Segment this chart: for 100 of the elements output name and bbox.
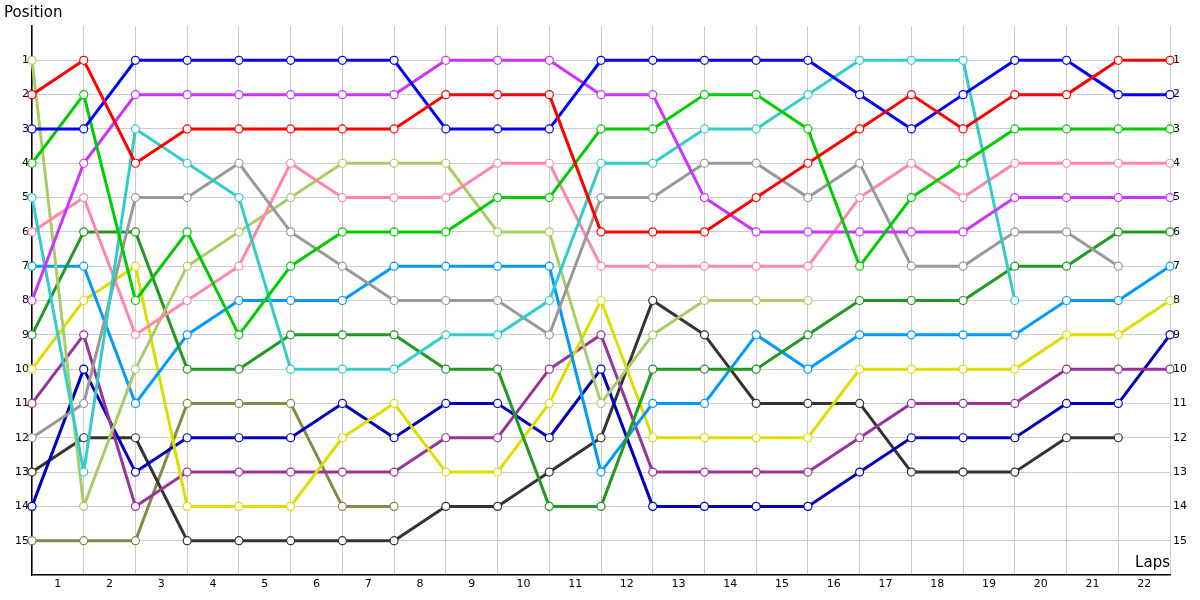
point — [441, 330, 451, 340]
point — [337, 158, 347, 168]
point — [389, 467, 399, 477]
point — [751, 398, 761, 409]
point — [130, 501, 141, 511]
point — [906, 158, 916, 168]
point — [751, 192, 761, 203]
y-tick-label: 5 — [22, 190, 29, 204]
point — [648, 55, 658, 65]
point — [27, 295, 37, 306]
point — [234, 227, 244, 237]
point — [906, 364, 916, 374]
point — [751, 124, 761, 134]
point — [27, 433, 37, 443]
point — [544, 295, 554, 306]
point — [286, 55, 296, 65]
point — [1165, 364, 1175, 374]
point — [1113, 330, 1123, 340]
point — [699, 90, 710, 100]
point — [958, 227, 968, 237]
point — [1061, 192, 1072, 203]
point — [906, 467, 916, 477]
x-tick-label: 19 — [981, 577, 996, 591]
y2-tick-label: 5 — [1173, 190, 1180, 204]
x-tick-label: 16 — [826, 577, 841, 591]
point — [648, 90, 658, 100]
point — [648, 192, 658, 203]
point — [182, 227, 192, 237]
point — [492, 295, 503, 306]
y2-tick-label: 4 — [1173, 156, 1180, 170]
point — [906, 227, 916, 237]
x-tick-label: 1 — [54, 577, 62, 591]
point — [79, 55, 89, 65]
point — [492, 227, 503, 237]
point — [130, 227, 141, 237]
point — [130, 295, 141, 306]
point — [596, 124, 606, 134]
point — [337, 90, 347, 100]
point — [389, 501, 399, 511]
point — [79, 330, 89, 340]
point — [1061, 364, 1072, 374]
point — [27, 227, 37, 237]
y-tick-label: 9 — [22, 327, 29, 341]
point — [1113, 124, 1123, 134]
point — [1010, 227, 1020, 237]
point — [234, 364, 244, 374]
point — [544, 501, 554, 511]
y-tick-label: 8 — [22, 293, 29, 307]
point — [286, 227, 296, 237]
point — [337, 124, 347, 134]
x-tick-label: 6 — [313, 577, 320, 591]
point — [79, 90, 89, 100]
point — [389, 330, 399, 340]
point — [1010, 158, 1020, 168]
point — [544, 433, 554, 443]
point — [441, 227, 451, 237]
point — [27, 55, 37, 65]
point — [492, 433, 503, 443]
point — [699, 364, 710, 374]
point — [699, 192, 710, 203]
point — [596, 501, 606, 511]
point — [648, 467, 658, 477]
point — [441, 55, 451, 65]
point — [803, 90, 813, 100]
point — [1010, 55, 1020, 65]
point — [337, 261, 347, 271]
point — [182, 55, 192, 65]
point — [855, 330, 865, 340]
point — [286, 433, 296, 443]
point — [751, 55, 761, 65]
point — [906, 295, 916, 306]
point — [130, 467, 141, 477]
point — [596, 192, 606, 203]
point — [596, 295, 606, 306]
point — [1165, 295, 1175, 306]
point — [699, 433, 710, 443]
x-tick-label: 18 — [930, 577, 945, 591]
point — [803, 124, 813, 134]
point — [958, 124, 968, 134]
point — [441, 433, 451, 443]
point — [544, 158, 554, 168]
point — [1010, 398, 1020, 409]
point — [441, 398, 451, 409]
point — [803, 501, 813, 511]
x-tick-label: 3 — [157, 577, 165, 591]
point — [130, 330, 141, 340]
point — [337, 55, 347, 65]
point — [441, 261, 451, 271]
point — [182, 330, 192, 340]
point — [855, 261, 865, 271]
point — [958, 90, 968, 100]
point — [286, 192, 296, 203]
point — [1113, 295, 1123, 306]
point — [699, 227, 710, 237]
point — [1061, 330, 1072, 340]
point — [906, 330, 916, 340]
point — [234, 398, 244, 409]
point — [906, 55, 916, 65]
point — [27, 124, 37, 134]
point — [544, 364, 554, 374]
